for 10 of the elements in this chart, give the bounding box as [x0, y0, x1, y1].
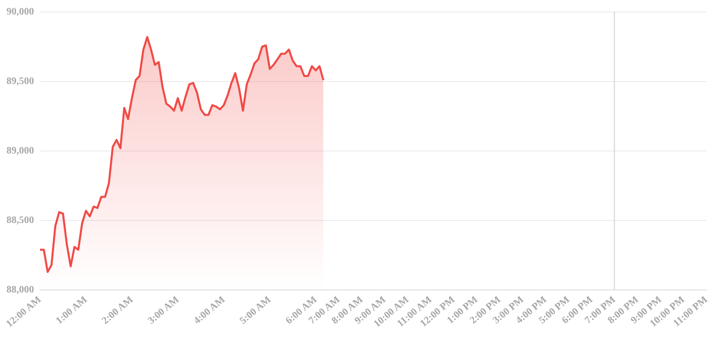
y-tick-label: 88,000 [6, 284, 34, 296]
x-tick-label: 1:00 AM [54, 294, 90, 327]
y-tick-label: 90,000 [6, 6, 34, 18]
y-tick-label: 88,500 [6, 215, 34, 226]
x-tick-label: 2:00 AM [100, 294, 136, 327]
y-tick-label: 89,500 [6, 76, 34, 88]
y-tick-label: 89,000 [6, 146, 34, 157]
x-tick-label: 5:00 AM [238, 294, 274, 327]
x-tick-label: 4:00 AM [192, 294, 228, 327]
x-tick-label: 3:00 AM [146, 294, 182, 327]
